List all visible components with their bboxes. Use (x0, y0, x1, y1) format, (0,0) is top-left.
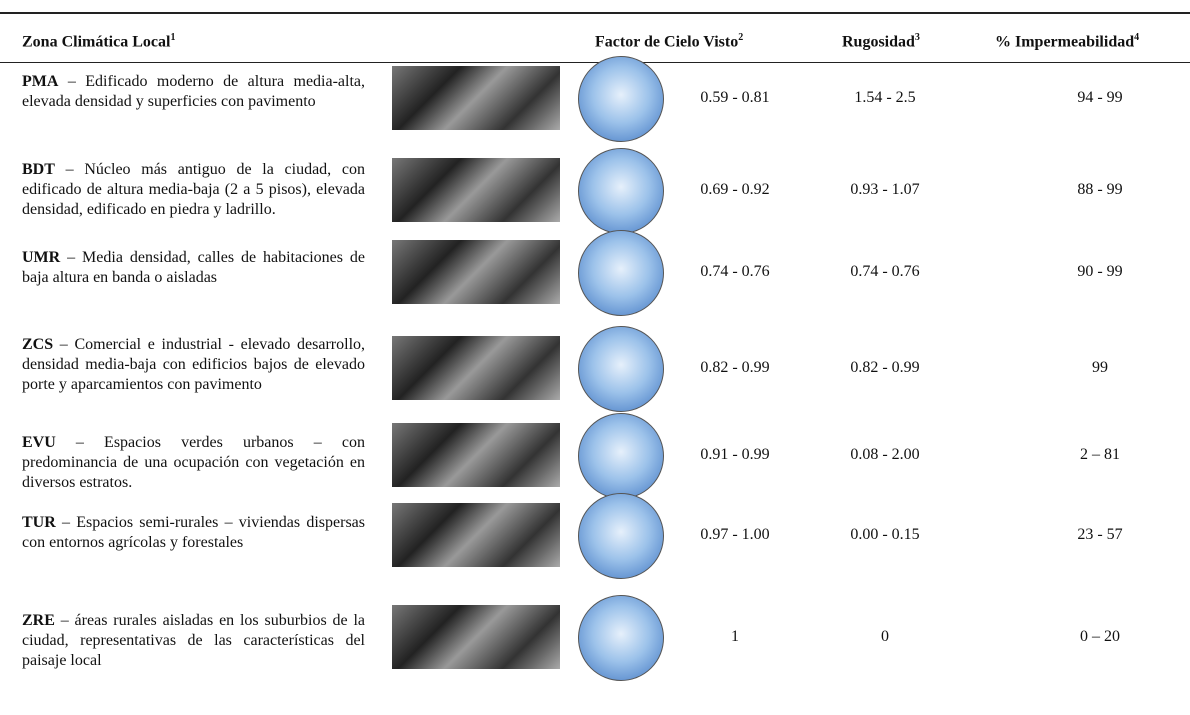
zone-text: – Edificado moderno de altura media-alta… (22, 73, 365, 110)
zone-text: – Espacios semi-rurales – viviendas disp… (22, 514, 365, 551)
svf-value: 0.59 - 0.81 (700, 89, 769, 107)
aerial-photo (392, 66, 560, 130)
fisheye-photo (578, 413, 664, 499)
header-note: 2 (738, 32, 743, 43)
rugosity-value: 0.74 - 0.76 (850, 263, 919, 281)
aerial-photo (392, 605, 560, 669)
top-rule (0, 12, 1190, 14)
fisheye-photo (578, 230, 664, 316)
svf-value: 0.69 - 0.92 (700, 181, 769, 199)
rugosity-value: 0 (881, 628, 889, 646)
aerial-photo (392, 158, 560, 222)
aerial-photo (392, 336, 560, 400)
zone-description: EVU – Espacios verdes urbanos – con pred… (22, 433, 365, 493)
aerial-photo (392, 503, 560, 567)
zone-description: PMA – Edificado moderno de altura media-… (22, 72, 365, 112)
impermeability-value: 2 – 81 (1080, 446, 1120, 464)
fisheye-photo (578, 56, 664, 142)
zone-text: – Media densidad, calles de habitaciones… (22, 249, 365, 286)
header-zone: Zona Climática Local1 (22, 32, 175, 51)
zone-text: – áreas rurales aisladas en los suburbio… (22, 612, 365, 669)
header-text: Factor de Cielo Visto (595, 33, 738, 50)
rugosity-value: 1.54 - 2.5 (854, 89, 915, 107)
header-rugosity: Rugosidad3 (842, 32, 920, 51)
header-svf: Factor de Cielo Visto2 (595, 32, 743, 51)
fisheye-photo (578, 326, 664, 412)
svf-value: 1 (731, 628, 739, 646)
header-note: 1 (170, 32, 175, 43)
zone-text: – Comercial e industrial - elevado desar… (22, 336, 365, 393)
header-text: Zona Climática Local (22, 33, 170, 50)
header-text: % Impermeabilidad (995, 33, 1134, 50)
zone-code: ZRE (22, 612, 55, 629)
impermeability-value: 23 - 57 (1077, 526, 1122, 544)
impermeability-value: 94 - 99 (1077, 89, 1122, 107)
header-note: 3 (915, 32, 920, 43)
fisheye-photo (578, 595, 664, 681)
zone-code: UMR (22, 249, 60, 266)
zone-code: ZCS (22, 336, 53, 353)
svf-value: 0.82 - 0.99 (700, 359, 769, 377)
header-rule (0, 62, 1190, 63)
fisheye-photo (578, 148, 664, 234)
rugosity-value: 0.00 - 0.15 (850, 526, 919, 544)
header-note: 4 (1134, 32, 1139, 43)
impermeability-value: 90 - 99 (1077, 263, 1122, 281)
impermeability-value: 0 – 20 (1080, 628, 1120, 646)
rugosity-value: 0.82 - 0.99 (850, 359, 919, 377)
svf-value: 0.74 - 0.76 (700, 263, 769, 281)
page: Zona Climática Local1 Factor de Cielo Vi… (0, 0, 1190, 715)
header-text: Rugosidad (842, 33, 915, 50)
zone-description: ZRE – áreas rurales aisladas en los subu… (22, 611, 365, 671)
zone-code: TUR (22, 514, 56, 531)
svf-value: 0.97 - 1.00 (700, 526, 769, 544)
zone-code: BDT (22, 161, 55, 178)
fisheye-photo (578, 493, 664, 579)
zone-description: UMR – Media densidad, calles de habitaci… (22, 248, 365, 288)
impermeability-value: 99 (1092, 359, 1108, 377)
zone-code: EVU (22, 434, 56, 451)
zone-code: PMA (22, 73, 58, 90)
aerial-photo (392, 240, 560, 304)
aerial-photo (392, 423, 560, 487)
header-impermeability: % Impermeabilidad4 (995, 32, 1139, 51)
zone-description: BDT – Núcleo más antiguo de la ciudad, c… (22, 160, 365, 220)
zone-text: – Núcleo más antiguo de la ciudad, con e… (22, 161, 365, 218)
zone-description: ZCS – Comercial e industrial - elevado d… (22, 335, 365, 395)
rugosity-value: 0.93 - 1.07 (850, 181, 919, 199)
zone-description: TUR – Espacios semi-rurales – viviendas … (22, 513, 365, 553)
zone-text: – Espacios verdes urbanos – con predomin… (22, 434, 365, 491)
rugosity-value: 0.08 - 2.00 (850, 446, 919, 464)
svf-value: 0.91 - 0.99 (700, 446, 769, 464)
impermeability-value: 88 - 99 (1077, 181, 1122, 199)
